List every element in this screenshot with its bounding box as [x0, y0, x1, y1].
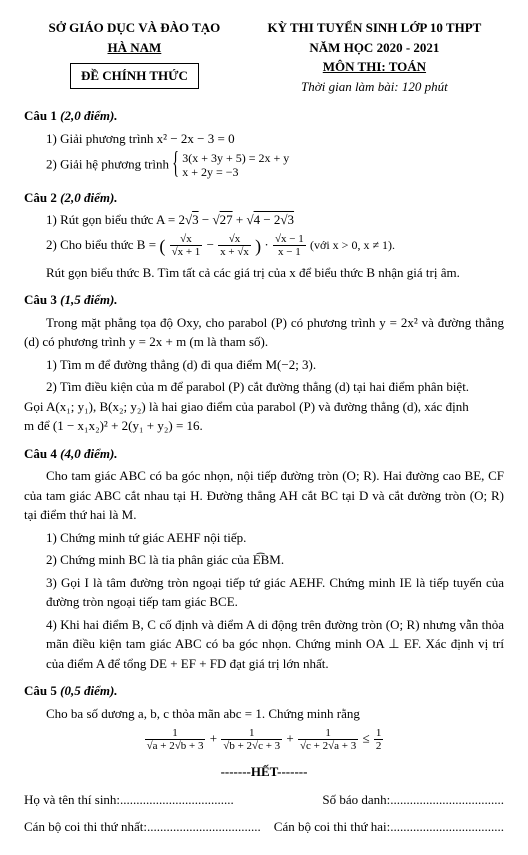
q2-score: (2,0 điểm).: [60, 190, 117, 205]
q5-score: (0,5 điểm).: [60, 683, 117, 698]
question-4: Câu 4 (4,0 điểm). Cho tam giác ABC có ba…: [24, 444, 504, 674]
q2-title: Câu 2: [24, 190, 57, 205]
fraction-2: √xx + √x: [218, 233, 251, 258]
sys-row2: x + 2y = −3: [182, 165, 289, 179]
q1-title: Câu 1: [24, 108, 57, 123]
q5-inequality: 1√a + 2√b + 3 + 1√b + 2√c + 3 + 1√c + 2√…: [24, 727, 504, 752]
q4-p1: 1) Chứng minh tứ giác AEHF nội tiếp.: [24, 528, 504, 548]
proctor1-label: Cán bộ coi thi thứ nhất:................…: [24, 817, 261, 837]
exam-line2: NĂM HỌC 2020 - 2021: [245, 38, 504, 58]
header-right: KỲ THI TUYỂN SINH LỚP 10 THPT NĂM HỌC 20…: [245, 18, 504, 96]
question-3: Câu 3 (1,5 điểm). Trong mặt phẳng tọa độ…: [24, 290, 504, 436]
sbd-label: Số báo danh:............................…: [322, 790, 504, 810]
q4-p2: 2) Chứng minh BC là tia phân giác của E͡…: [24, 550, 504, 570]
proctor2-label: Cán bộ coi thi thứ hai:.................…: [274, 817, 504, 837]
question-5: Câu 5 (0,5 điểm). Cho ba số dương a, b, …: [24, 681, 504, 752]
q2-condition: (với x > 0, x ≠ 1).: [310, 238, 395, 252]
q3-p2a: 2) Tìm điều kiện của m để parabol (P) cắ…: [24, 377, 504, 397]
q4-para1: Cho tam giác ABC có ba góc nhọn, nội tiế…: [24, 466, 504, 525]
official-box: ĐỀ CHÍNH THỨC: [24, 57, 245, 89]
footer-row1: Họ và tên thí sinh:.....................…: [24, 790, 504, 810]
q3-score: (1,5 điểm).: [60, 292, 117, 307]
q1-p1: 1) Giải phương trình x² − 2x − 3 = 0: [24, 129, 504, 149]
q3-p2b: Gọi A(x₁; y₁), B(x₂; y₂) là hai giao điể…: [24, 397, 504, 417]
q3-p1: 1) Tìm m để đường thẳng (d) đi qua điểm …: [24, 355, 504, 375]
dept-line1: SỞ GIÁO DỤC VÀ ĐÀO TẠO: [24, 18, 245, 38]
q1-score: (2,0 điểm).: [60, 108, 117, 123]
header-left: SỞ GIÁO DỤC VÀ ĐÀO TẠO HÀ NAM ĐỀ CHÍNH T…: [24, 18, 245, 96]
exam-line1: KỲ THI TUYỂN SINH LỚP 10 THPT: [245, 18, 504, 38]
q2-p1: 1) Rút gọn biểu thức A = 2√3 − √27 + √4 …: [24, 210, 504, 230]
q5-title: Câu 5: [24, 683, 57, 698]
ineq-rhs: 12: [374, 727, 384, 752]
question-1: Câu 1 (2,0 điểm). 1) Giải phương trình x…: [24, 106, 504, 180]
q4-score: (4,0 điểm).: [60, 446, 117, 461]
q5-para1: Cho ba số dương a, b, c thỏa mãn abc = 1…: [24, 704, 504, 724]
fraction-1: √x√x + 1: [170, 233, 203, 258]
q3-p2c: m để (1 − x₁x₂)² + 2(y₁ + y₂) = 16.: [24, 416, 504, 436]
q1-p2: 2) Giải hệ phương trình 3(x + 3y + 5) = …: [24, 151, 504, 180]
q1-p2-label: 2) Giải hệ phương trình: [46, 156, 169, 171]
q3-title: Câu 3: [24, 292, 57, 307]
header: SỞ GIÁO DỤC VÀ ĐÀO TẠO HÀ NAM ĐỀ CHÍNH T…: [24, 18, 504, 96]
ineq-term3: 1√c + 2√a + 3: [298, 727, 358, 752]
q3-para1: Trong mặt phẳng tọa độ Oxy, cho parabol …: [24, 313, 504, 352]
exam-line3: MÔN THI: TOÁN: [245, 57, 504, 77]
end-marker: -------HẾT-------: [24, 762, 504, 782]
equation-system: 3(x + 3y + 5) = 2x + y x + 2y = −3: [172, 151, 289, 180]
dept-line2: HÀ NAM: [24, 38, 245, 58]
fraction-3: √x − 1x − 1: [273, 233, 306, 258]
q2-p2: 2) Cho biểu thức B = ( √x√x + 1 − √xx + …: [24, 233, 504, 260]
student-name-label: Họ và tên thí sinh:.....................…: [24, 790, 234, 810]
sys-row1: 3(x + 3y + 5) = 2x + y: [182, 151, 289, 165]
question-2: Câu 2 (2,0 điểm). 1) Rút gọn biểu thức A…: [24, 188, 504, 283]
ineq-term2: 1√b + 2√c + 3: [221, 727, 282, 752]
footer-row2: Cán bộ coi thi thứ nhất:................…: [24, 817, 504, 837]
ineq-term1: 1√a + 2√b + 3: [145, 727, 206, 752]
q4-title: Câu 4: [24, 446, 57, 461]
exam-line4: Thời gian làm bài: 120 phút: [245, 77, 504, 97]
q4-p3: 3) Gọi I là tâm đường tròn ngoại tiếp tứ…: [24, 573, 504, 612]
q2-p3: Rút gọn biểu thức B. Tìm tất cả các giá …: [24, 263, 504, 283]
q4-p4: 4) Khi hai điểm B, C cố định và điểm A d…: [24, 615, 504, 674]
